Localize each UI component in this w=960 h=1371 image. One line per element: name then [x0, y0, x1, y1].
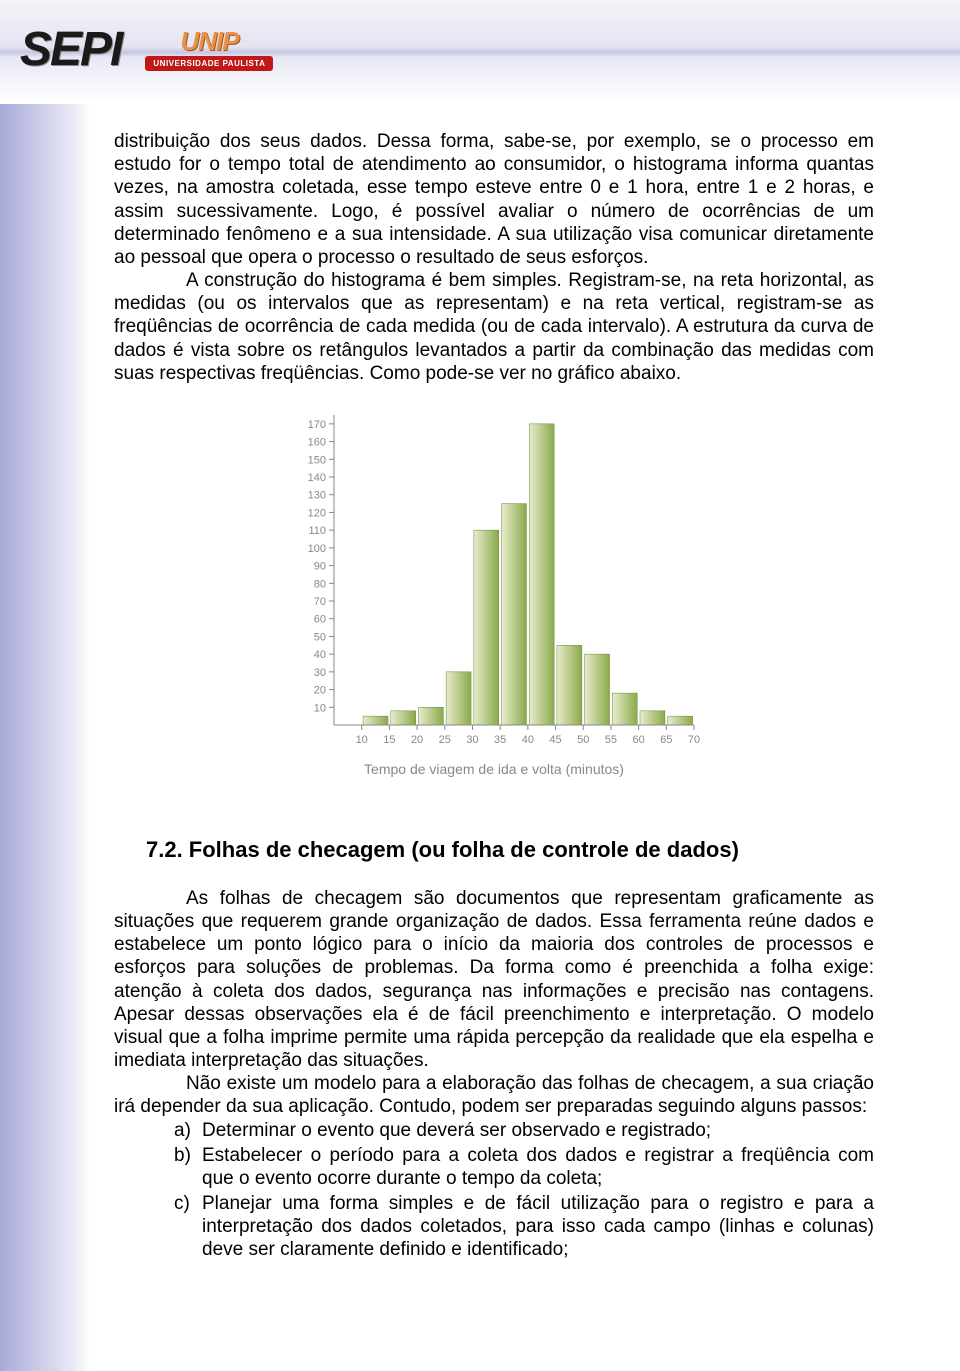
- x-tick-label: 50: [577, 734, 589, 746]
- histogram-chart: 10 20 30 40 50 60 70 80 90 100 110 120 130 140 150 160 1…: [284, 407, 704, 777]
- histogram-bar: [474, 530, 499, 725]
- x-tick-label: 55: [605, 734, 617, 746]
- histogram-bar: [363, 716, 388, 725]
- histogram-bar: [640, 711, 665, 725]
- y-tick-label: 90: [314, 560, 326, 572]
- x-tick-label: 65: [660, 734, 672, 746]
- y-tick-label: 10: [314, 702, 326, 714]
- x-tick-label: 35: [494, 734, 506, 746]
- x-tick-label: 40: [522, 734, 534, 746]
- histogram-bar: [612, 693, 637, 725]
- y-tick-label: 160: [308, 436, 326, 448]
- y-tick-label: 100: [308, 543, 326, 555]
- y-tick-label: 80: [314, 578, 326, 590]
- y-tick-label: 60: [314, 614, 326, 626]
- sepi-logo: SEPI: [20, 22, 121, 77]
- y-tick-label: 30: [314, 667, 326, 679]
- x-axis-caption: Tempo de viagem de ida e volta (minutos): [284, 761, 704, 777]
- list-item: a)Determinar o evento que deverá ser obs…: [174, 1119, 874, 1142]
- unip-bottom: UNIVERSIDADE PAULISTA: [145, 56, 273, 71]
- histogram-bar: [391, 711, 416, 725]
- paragraph-1: distribuição dos seus dados. Dessa forma…: [114, 130, 874, 269]
- x-tick-label: 70: [688, 734, 700, 746]
- histogram-bar: [418, 707, 443, 725]
- y-tick-label: 20: [314, 684, 326, 696]
- x-tick-label: 25: [439, 734, 451, 746]
- list-text: Estabelecer o período para a coleta dos …: [202, 1144, 874, 1190]
- list-item: c)Planejar uma forma simples e de fácil …: [174, 1192, 874, 1262]
- y-tick-label: 140: [308, 472, 326, 484]
- list-marker: a): [174, 1119, 202, 1142]
- paragraph-3: As folhas de checagem são documentos que…: [114, 887, 874, 1072]
- sidebar-gradient: [0, 0, 90, 1371]
- x-tick-label: 60: [632, 734, 644, 746]
- section-heading: 7.2. Folhas de checagem (ou folha de con…: [146, 837, 874, 863]
- list-text: Determinar o evento que deverá ser obser…: [202, 1119, 874, 1142]
- paragraph-2: A construção do histograma é bem simples…: [114, 269, 874, 385]
- histogram-bar: [446, 672, 471, 725]
- unip-top: UNIP: [180, 28, 238, 54]
- y-tick-label: 130: [308, 490, 326, 502]
- histogram-bar: [557, 645, 582, 725]
- y-tick-label: 50: [314, 631, 326, 643]
- histogram-bar: [529, 424, 554, 725]
- x-tick-label: 10: [356, 734, 368, 746]
- list-text: Planejar uma forma simples e de fácil ut…: [202, 1192, 874, 1262]
- content: distribuição dos seus dados. Dessa forma…: [114, 130, 874, 1264]
- histogram-bar: [668, 716, 693, 725]
- x-tick-label: 20: [411, 734, 423, 746]
- paragraph-4: Não existe um modelo para a elaboração d…: [114, 1072, 874, 1118]
- x-tick-label: 15: [383, 734, 395, 746]
- list-marker: b): [174, 1144, 202, 1190]
- steps-list: a)Determinar o evento que deverá ser obs…: [114, 1119, 874, 1262]
- x-tick-label: 45: [549, 734, 561, 746]
- list-item: b)Estabelecer o período para a coleta do…: [174, 1144, 874, 1190]
- histogram-bar: [585, 654, 610, 725]
- y-tick-label: 120: [308, 507, 326, 519]
- histogram-bar: [502, 503, 527, 724]
- logo-row: SEPI UNIP UNIVERSIDADE PAULISTA: [20, 22, 273, 77]
- y-tick-label: 40: [314, 649, 326, 661]
- y-tick-label: 70: [314, 596, 326, 608]
- histogram-svg: 10 20 30 40 50 60 70 80 90 100 110 120 130 140 150 160 1…: [284, 407, 704, 755]
- y-tick-label: 150: [308, 454, 326, 466]
- y-tick-label: 170: [308, 419, 326, 431]
- x-tick-label: 30: [466, 734, 478, 746]
- unip-badge: UNIP UNIVERSIDADE PAULISTA: [145, 28, 273, 71]
- y-tick-label: 110: [308, 525, 326, 537]
- list-marker: c): [174, 1192, 202, 1262]
